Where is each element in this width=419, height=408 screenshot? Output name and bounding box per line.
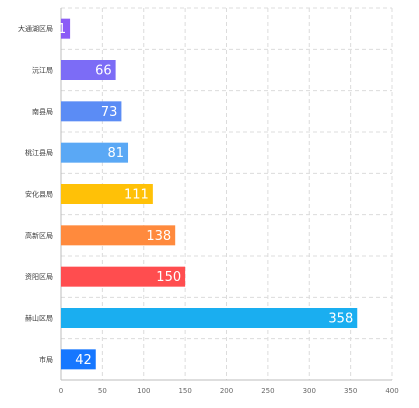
bar-5 [61, 225, 176, 246]
bar-3 [61, 142, 129, 163]
category-label-2: 南县局 [32, 107, 53, 116]
category-label-5: 高新区局 [25, 231, 53, 240]
category-label-7: 赫山区局 [25, 314, 53, 323]
value-label-1: 66 [95, 64, 112, 79]
bar-1 [61, 60, 116, 80]
value-label-3: 81 [107, 146, 124, 161]
x-tick-label-7: 350 [344, 387, 357, 395]
x-tick-label-8: 400 [385, 387, 398, 395]
value-label-4: 111 [124, 188, 149, 203]
bar-2 [61, 101, 122, 122]
x-tick-label-0: 0 [59, 387, 63, 395]
x-tick-label-2: 100 [137, 387, 150, 395]
x-tick-label-1: 50 [98, 387, 107, 395]
value-label-6: 150 [156, 270, 181, 285]
bar-8 [61, 349, 96, 370]
bar-7 [61, 308, 358, 328]
value-label-8: 42 [75, 353, 92, 368]
value-label-0: 11 [50, 22, 67, 37]
bar-6 [61, 266, 186, 287]
value-label-7: 358 [328, 312, 353, 327]
category-label-3: 桃江县局 [25, 148, 53, 157]
category-label-0: 大通湖区局 [18, 24, 53, 33]
category-label-8: 市局 [39, 355, 53, 364]
value-label-2: 73 [101, 105, 118, 120]
category-label-4: 安化县局 [25, 190, 53, 199]
bar-4 [61, 184, 153, 204]
x-tick-label-3: 150 [178, 387, 191, 395]
x-tick-label-6: 300 [303, 387, 316, 395]
bar-0 [61, 18, 71, 39]
value-label-5: 138 [146, 229, 171, 244]
x-tick-label-5: 250 [261, 387, 274, 395]
category-label-6: 资阳区局 [25, 272, 53, 281]
x-tick-label-4: 200 [220, 387, 233, 395]
category-label-1: 沅江局 [32, 67, 53, 75]
